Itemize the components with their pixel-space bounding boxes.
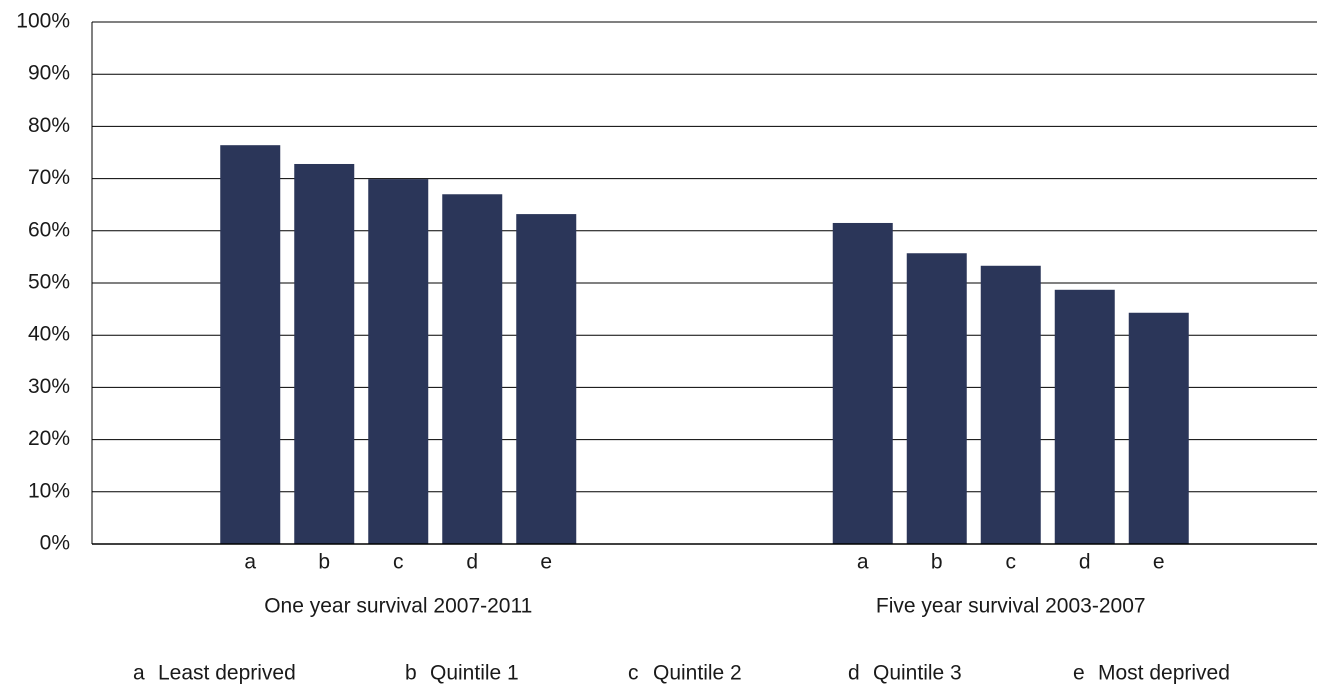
x-tick-label: e (540, 551, 552, 574)
key-label: Quintile 1 (430, 662, 519, 685)
x-tick-label: a (857, 551, 869, 574)
y-tick-label: 40% (28, 323, 70, 346)
y-tick-label: 80% (28, 114, 70, 137)
y-tick-label: 100% (16, 10, 70, 33)
y-tick-label: 90% (28, 62, 70, 85)
bar (1054, 289, 1115, 544)
bar (1128, 312, 1189, 544)
x-tick-label: c (393, 551, 404, 574)
bar (368, 179, 429, 544)
group-label: One year survival 2007-2011 (264, 595, 532, 618)
key-letter: e (1073, 662, 1085, 685)
key-label: Quintile 2 (653, 662, 742, 685)
bar (294, 163, 355, 544)
y-tick-label: 0% (40, 532, 70, 555)
key-letter: d (848, 662, 860, 685)
key-label: Least deprived (158, 662, 296, 685)
bar (220, 145, 281, 544)
x-tick-label: b (931, 551, 943, 574)
group-label: Five year survival 2003-2007 (876, 595, 1146, 618)
key-letter: b (405, 662, 417, 685)
x-tick-label: d (466, 551, 478, 574)
y-tick-label: 10% (28, 479, 70, 502)
key-letter: c (628, 662, 639, 685)
key-label: Quintile 3 (873, 662, 962, 685)
y-tick-label: 30% (28, 375, 70, 398)
x-tick-label: e (1153, 551, 1165, 574)
key-letter: a (133, 662, 145, 685)
x-tick-label: d (1079, 551, 1091, 574)
key-label: Most deprived (1098, 662, 1230, 685)
bar (980, 265, 1041, 544)
bar (832, 222, 893, 544)
y-tick-label: 50% (28, 271, 70, 294)
y-tick-label: 60% (28, 218, 70, 241)
bar (442, 194, 503, 544)
y-tick-label: 70% (28, 166, 70, 189)
x-tick-label: c (1006, 551, 1017, 574)
x-tick-label: a (244, 551, 256, 574)
y-tick-label: 20% (28, 427, 70, 450)
bar (516, 214, 577, 544)
x-tick-label: b (318, 551, 330, 574)
bar (906, 253, 967, 544)
